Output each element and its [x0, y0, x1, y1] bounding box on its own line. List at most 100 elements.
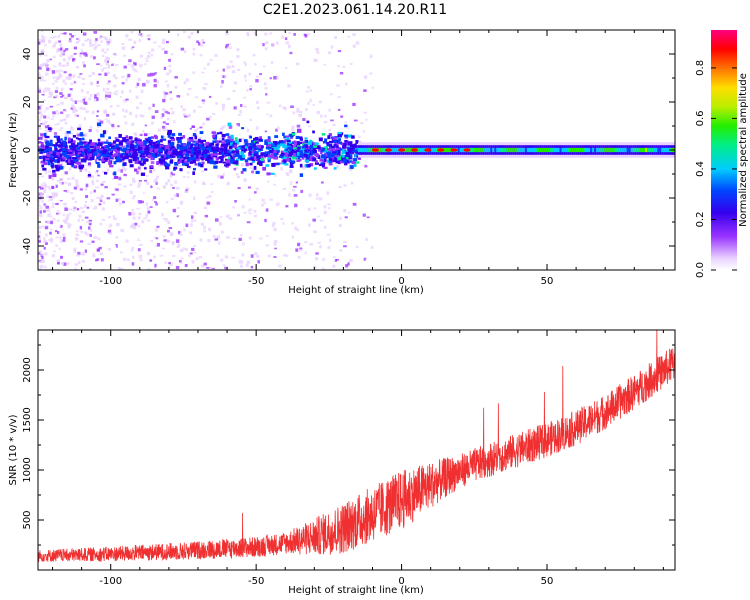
heatmap-cell [188, 253, 191, 258]
heatmap-cell [95, 88, 99, 91]
heatmap-cell [113, 149, 118, 152]
heatmap-cell [190, 143, 194, 146]
heatmap-cell [443, 147, 447, 153]
heatmap-cell [282, 143, 286, 148]
heatmap-cell [86, 91, 89, 94]
heatmap-cell [147, 150, 150, 155]
heatmap-cell [246, 260, 251, 264]
heatmap-cell [315, 197, 320, 200]
heatmap-cell [160, 135, 164, 139]
heatmap-cell [235, 210, 239, 214]
heatmap-cell [72, 34, 76, 37]
heatmap-cell [328, 140, 334, 144]
heatmap-cell [259, 160, 264, 163]
heatmap-cell [106, 119, 111, 123]
heatmap-cell [299, 247, 303, 250]
heatmap-cell [60, 262, 64, 266]
heatmap-cell [158, 160, 164, 164]
heatmap-cell [55, 167, 60, 172]
heatmap-cell [49, 268, 54, 270]
heatmap-cell [176, 161, 181, 165]
heatmap-cell [105, 130, 108, 133]
heatmap-cell [99, 172, 103, 176]
heatmap-cell [94, 205, 98, 210]
heatmap-cell [221, 126, 225, 130]
heatmap-cell [173, 148, 178, 152]
heatmap-cell [157, 128, 161, 132]
heatmap-cell [630, 147, 634, 153]
heatmap-cell [186, 171, 190, 174]
heatmap-cell [57, 159, 60, 164]
heatmap-cell [478, 147, 482, 153]
heatmap-cell [281, 35, 284, 39]
heatmap-cell [137, 169, 142, 172]
heatmap-cell [264, 32, 268, 36]
heatmap-cell [161, 262, 164, 266]
heatmap-cell [125, 239, 129, 243]
heatmap-cell [108, 38, 112, 41]
heatmap-cell [171, 155, 176, 158]
heatmap-cell [67, 225, 71, 229]
heatmap-cell [94, 94, 97, 97]
heatmap-cell [113, 171, 117, 176]
heatmap-cell [63, 118, 67, 121]
heatmap-cell [143, 140, 147, 144]
heatmap-cell [138, 212, 142, 216]
heatmap-cell [164, 155, 168, 160]
heatmap-cell [612, 147, 616, 153]
heatmap-cell [332, 123, 336, 127]
heatmap-cell [313, 207, 317, 210]
heatmap-cell [129, 145, 133, 149]
heatmap-cell [90, 86, 95, 90]
heatmap-cell [518, 147, 522, 153]
heatmap-cell [212, 235, 216, 238]
heatmap-cell [90, 229, 93, 232]
heatmap-cell [606, 147, 610, 153]
heatmap-cell [50, 93, 54, 96]
heatmap-cell [143, 167, 147, 170]
heatmap-cell [143, 217, 147, 220]
heatmap-cell [48, 158, 53, 161]
heatmap-cell [140, 34, 144, 38]
heatmap-cell [58, 62, 62, 67]
heatmap-cell [103, 141, 108, 144]
x-tick-label: -100 [99, 576, 122, 587]
heatmap-cell [62, 151, 67, 154]
heatmap-cell [43, 187, 47, 190]
heatmap-cell [265, 244, 270, 247]
heatmap-cell [269, 77, 272, 80]
heatmap-cell [108, 152, 113, 156]
heatmap-cell [76, 254, 80, 257]
heatmap-cell [309, 139, 313, 144]
heatmap-cell [563, 147, 567, 153]
heatmap-cell [185, 223, 189, 228]
heatmap-cell [76, 133, 80, 137]
heatmap-cell [147, 73, 151, 77]
heatmap-cell [99, 148, 103, 151]
heatmap-cell [124, 155, 129, 160]
heatmap-cell [45, 147, 49, 151]
heatmap-cell [235, 148, 239, 152]
heatmap-cell [44, 33, 48, 36]
heatmap-cell [169, 263, 173, 266]
heatmap-cell [102, 130, 106, 135]
heatmap-cell [55, 184, 58, 188]
heatmap-cell [156, 242, 160, 247]
heatmap-cell [212, 140, 217, 143]
y-tick-label: 2000 [22, 357, 33, 382]
heatmap-cell [61, 64, 66, 67]
heatmap-cell [84, 39, 88, 42]
heatmap-cell [110, 153, 114, 157]
heatmap-cell [304, 251, 307, 255]
heatmap-cell [49, 139, 53, 143]
heatmap-cell [88, 171, 91, 174]
heatmap-cell [153, 78, 157, 83]
heatmap-cell [309, 243, 313, 246]
heatmap-cell [94, 155, 97, 158]
heatmap-cell [84, 163, 88, 166]
heatmap-cell [240, 260, 244, 264]
heatmap-cell [144, 124, 147, 127]
heatmap-cell [260, 154, 263, 158]
heatmap-cell [173, 166, 178, 170]
